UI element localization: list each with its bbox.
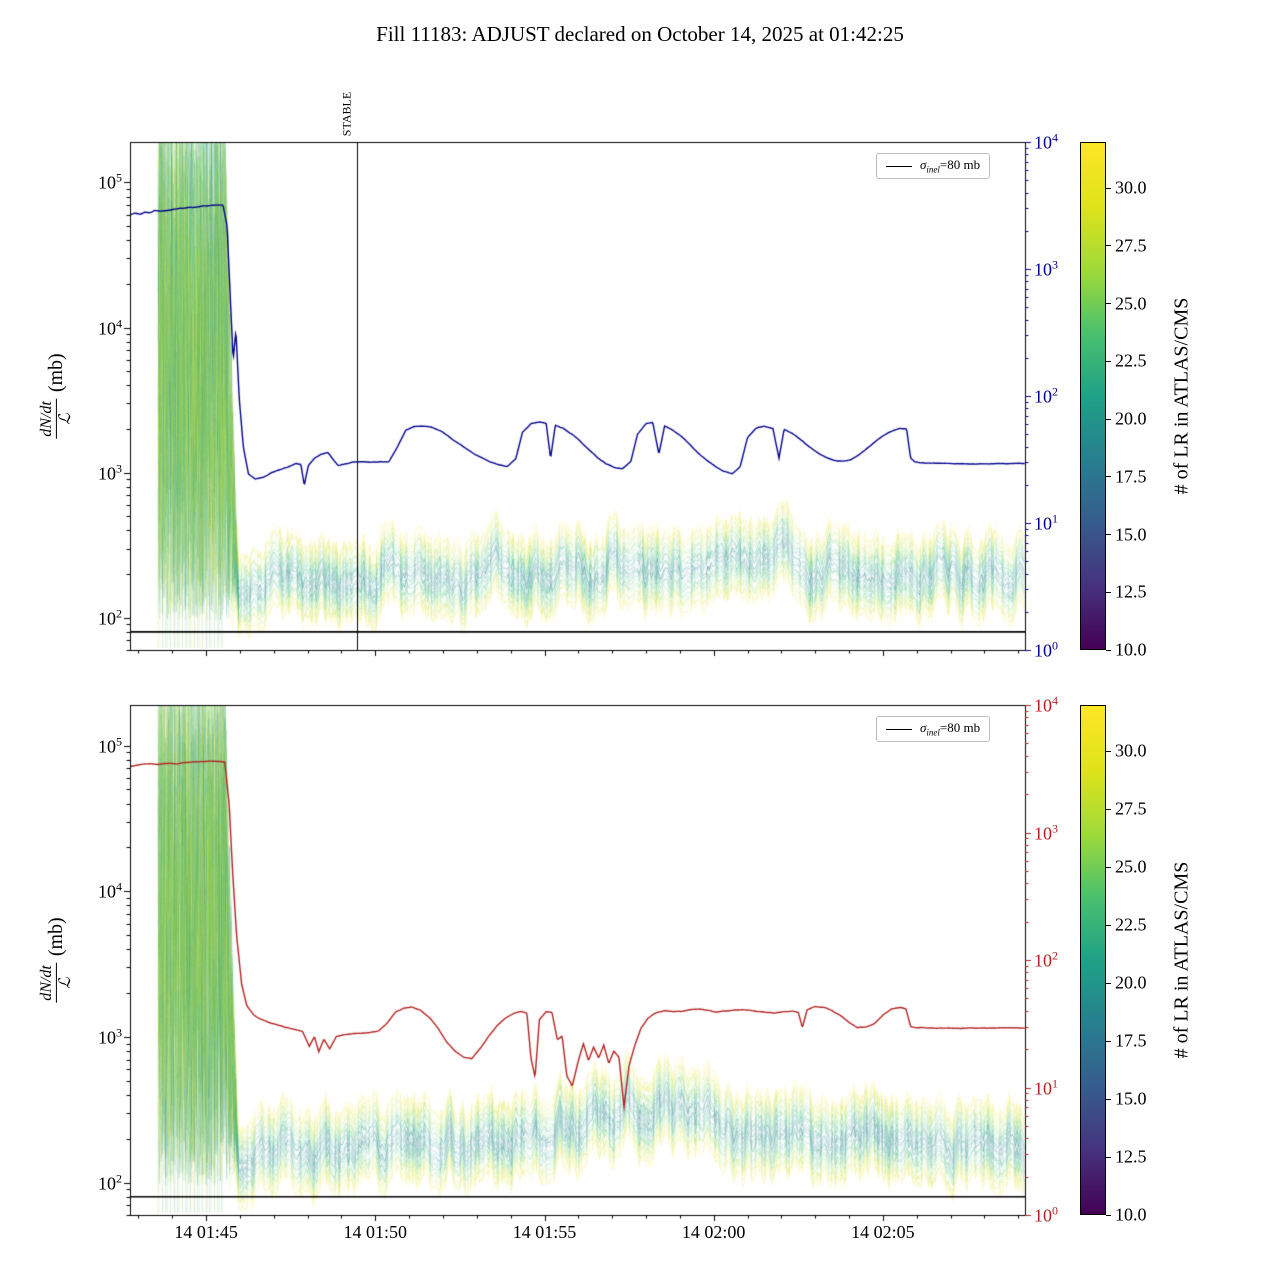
stable-annotation: STABLE [339, 91, 354, 137]
colorbar-tick-label: 17.5 [1115, 1030, 1147, 1051]
figure-title: Fill 11183: ADJUST declared on October 1… [376, 22, 904, 46]
colorbar-label-bottom: # of LR in ATLAS/CMS [1170, 861, 1193, 1059]
ylabel-numerator: dN/dt [37, 399, 57, 439]
sigma-subscript: inel [926, 727, 940, 738]
colorbar-bottom [1080, 705, 1106, 1215]
ylabel-denominator: ℒ [56, 977, 74, 989]
colorbar-tick-mark [1106, 649, 1111, 651]
right-tick-label: 103 [1034, 257, 1058, 280]
y-tick-label: 103 [98, 1025, 122, 1048]
ylabel-unit: (mb) [44, 353, 67, 393]
x-tick-label: 14 01:50 [343, 1222, 408, 1242]
x-tick-label: 14 02:00 [681, 1222, 746, 1242]
colorbar-top [1080, 142, 1106, 650]
legend-label: σinel=80 mb [920, 157, 980, 175]
y-tick-label: 102 [98, 606, 122, 629]
colorbar-tick-mark [1106, 1040, 1111, 1042]
colorbar-tick-mark [1106, 982, 1111, 984]
legend-top: σinel=80 mb [876, 153, 991, 179]
colorbar-tick-mark [1106, 303, 1111, 305]
colorbar-tick-label: 30.0 [1115, 177, 1147, 198]
right-tick-label: 101 [1034, 1076, 1058, 1098]
colorbar-tick-mark [1106, 360, 1111, 362]
colorbar-tick-label: 22.5 [1115, 914, 1147, 935]
colorbar-tick-label: 10.0 [1115, 1204, 1147, 1225]
right-tick-label: 103 [1034, 821, 1058, 843]
colorbar-tick-mark [1106, 750, 1111, 752]
colorbar-tick-mark [1106, 591, 1111, 593]
colorbar-tick-label: 30.0 [1115, 740, 1147, 761]
colorbar-tick-label: 10.0 [1115, 639, 1147, 660]
colorbar-tick-label: 25.0 [1115, 293, 1147, 314]
legend-line-swatch [886, 165, 912, 167]
colorbar-tick-label: 22.5 [1115, 350, 1147, 371]
y-axis-label-top: dN/dt ℒ (mb) [37, 353, 74, 439]
right-tick-label: 104 [1034, 130, 1058, 153]
x-tick-label: 14 01:45 [174, 1222, 238, 1242]
sigma-subscript: inel [926, 164, 940, 175]
colorbar-tick-label: 17.5 [1115, 466, 1147, 487]
colorbar-tick-mark [1106, 1156, 1111, 1158]
colorbar-tick-mark [1106, 418, 1111, 420]
sigma-value: =80 mb [939, 157, 981, 173]
colorbar-label-top: # of LR in ATLAS/CMS [1170, 297, 1193, 495]
y-tick-label: 104 [98, 316, 122, 339]
colorbar-tick-mark [1106, 534, 1111, 536]
legend-bottom: σinel=80 mb [876, 716, 991, 742]
colorbar-tick-label: 15.0 [1115, 524, 1147, 545]
right-tick-label: 102 [1034, 948, 1058, 971]
colorbar-tick-label: 20.0 [1115, 972, 1147, 993]
legend-line-swatch [886, 728, 912, 730]
ylabel-unit: (mb) [44, 917, 67, 957]
x-tick-label: 14 01:55 [512, 1222, 577, 1242]
colorbar-tick-label: 27.5 [1115, 235, 1147, 256]
y-tick-label: 104 [98, 879, 122, 902]
colorbar-tick-label: 12.5 [1115, 581, 1147, 602]
y-tick-label: 105 [98, 734, 122, 757]
sigma-symbol: σ [920, 720, 927, 736]
right-tick-label: 104 [1034, 693, 1058, 716]
colorbar-tick-label: 27.5 [1115, 798, 1147, 819]
legend-label: σinel=80 mb [920, 720, 980, 738]
y-tick-label: 105 [98, 170, 122, 193]
colorbar-tick-mark [1106, 187, 1111, 189]
sigma-value: =80 mb [939, 720, 981, 736]
ylabel-numerator: dN/dt [37, 963, 57, 1003]
colorbar-tick-mark [1106, 476, 1111, 478]
right-tick-label: 101 [1034, 511, 1058, 534]
x-tick-label: 14 02:05 [851, 1222, 915, 1242]
colorbar-tick-label: 15.0 [1115, 1088, 1147, 1109]
sigma-symbol: σ [920, 157, 927, 173]
colorbar-tick-label: 25.0 [1115, 856, 1147, 877]
colorbar-tick-mark [1106, 866, 1111, 868]
colorbar-tick-label: 12.5 [1115, 1146, 1147, 1167]
ylabel-fraction: dN/dt ℒ [37, 963, 74, 1003]
colorbar-tick-mark [1106, 245, 1111, 247]
right-tick-label: 102 [1034, 384, 1058, 407]
colorbar-tick-mark [1106, 924, 1111, 926]
colorbar-tick-mark [1106, 808, 1111, 810]
colorbar-tick-mark [1106, 1098, 1111, 1100]
right-tick-label: 100 [1034, 638, 1058, 661]
colorbar-tick-label: 20.0 [1115, 408, 1147, 429]
y-tick-label: 103 [98, 461, 122, 484]
ylabel-fraction: dN/dt ℒ [37, 399, 74, 439]
right-tick-label: 100 [1034, 1203, 1058, 1226]
ylabel-denominator: ℒ [56, 413, 74, 425]
y-tick-label: 102 [98, 1171, 122, 1194]
y-axis-label-bottom: dN/dt ℒ (mb) [37, 917, 74, 1003]
colorbar-tick-mark [1106, 1214, 1111, 1216]
